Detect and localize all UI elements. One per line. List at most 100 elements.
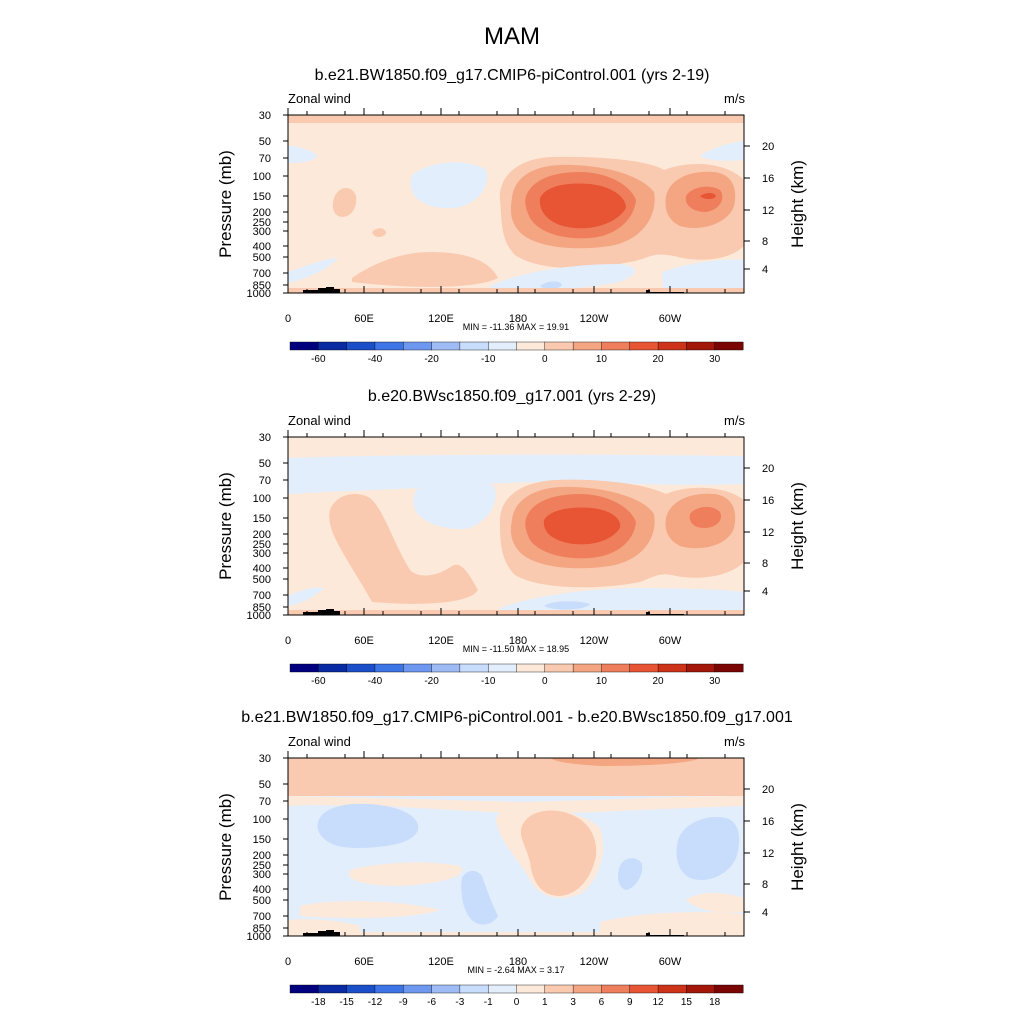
colorbar-label: 30 <box>709 354 721 365</box>
y-tick-label: 30 <box>259 110 271 122</box>
colorbar-label: -20 <box>424 354 439 365</box>
x-tick-label: 0 <box>285 313 291 325</box>
colorbar-swatch <box>289 984 319 994</box>
colorbar-swatch <box>431 984 461 994</box>
colorbar-swatch <box>516 663 546 673</box>
panel-1-jet-east-level-4 <box>700 193 716 199</box>
panel-3-title: b.e21.BW1850.f09_g17.CMIP6-piControl.001… <box>241 709 793 726</box>
colorbar-label: 6 <box>599 997 605 1008</box>
y-tick-label: 300 <box>253 869 271 881</box>
x-tick-label: 0 <box>285 956 291 968</box>
height-tick-label: 8 <box>762 879 768 891</box>
colorbar-swatch <box>374 663 404 673</box>
panel-2-height-ticks: 20 16 12 8 4 <box>744 463 774 598</box>
colorbar-swatch <box>318 663 348 673</box>
panel-3-positive-near-surface <box>300 901 440 918</box>
colorbar-label: 10 <box>596 354 608 365</box>
colorbar-swatch <box>544 663 574 673</box>
y-tick-label: 50 <box>259 779 271 791</box>
panel-1-title: b.e21.BW1850.f09_g17.CMIP6-piControl.001… <box>315 67 710 84</box>
colorbar-swatch <box>374 341 404 351</box>
y-tick-label: 100 <box>253 493 271 505</box>
panel-2-jet-east-level-3 <box>689 506 722 528</box>
panel-3-left-label: Zonal wind <box>288 734 351 749</box>
panel-1-units-label: m/s <box>724 91 745 106</box>
figure-title: MAM <box>484 23 540 50</box>
panel-1-x-ticks: 0 60E 120E 180 120W 60W <box>285 108 726 325</box>
colorbar-swatch <box>459 663 489 673</box>
height-tick-label: 20 <box>762 463 774 475</box>
panel-1: b.e21.BW1850.f09_g17.CMIP6-piControl.001… <box>216 67 807 365</box>
y-tick-label: 250 <box>253 860 271 872</box>
panel-1-height-ticks: 20 16 12 8 4 <box>744 141 774 276</box>
panel-2-contour-field <box>288 437 744 615</box>
colorbar-swatch <box>686 984 716 994</box>
colorbar-label: -20 <box>424 676 439 687</box>
panel-1-jet-east-level-3 <box>685 186 723 212</box>
colorbar-swatch <box>459 341 489 351</box>
panel-2-easterly-band <box>288 454 744 494</box>
colorbar-swatch <box>657 663 687 673</box>
colorbar-swatch <box>487 341 517 351</box>
panel-3-strat-darker <box>550 758 700 766</box>
panel-2-easterly-100mb <box>413 482 496 530</box>
colorbar-label: -10 <box>481 354 496 365</box>
panel-2-left-label: Zonal wind <box>288 413 351 428</box>
y-tick-label: 70 <box>259 153 271 165</box>
colorbar-label: -6 <box>427 997 436 1008</box>
panel-3-ylabel: Pressure (mb) <box>216 793 235 901</box>
panel-1-left-label: Zonal wind <box>288 91 351 106</box>
colorbar-label: 9 <box>627 997 633 1008</box>
y-tick-label: 850 <box>253 602 271 614</box>
colorbar-swatch <box>544 341 574 351</box>
panel-1-strat-band <box>288 115 744 123</box>
panel-2-ylabel: Pressure (mb) <box>216 472 235 580</box>
panel-2-ylabel-right: Height (km) <box>788 482 807 570</box>
panel-1-easterly-700mb-0 <box>288 258 338 283</box>
colorbar-swatch <box>714 663 744 673</box>
panel-3-positive-lower-troposphere <box>349 862 462 886</box>
panel-3-positive-170w-core <box>520 810 597 896</box>
height-tick-label: 8 <box>762 236 768 248</box>
y-tick-label: 300 <box>253 548 271 560</box>
panel-1-easterly-50mb-west <box>288 146 318 163</box>
colorbar-swatch <box>346 663 376 673</box>
y-tick-label: 400 <box>253 884 271 896</box>
y-tick-label: 500 <box>253 252 271 264</box>
panel-1-westerly-blob-0 <box>332 187 357 217</box>
panel-1-easterly-700mb-2 <box>660 259 744 293</box>
y-tick-label: 850 <box>253 280 271 292</box>
panel-3-frame <box>287 757 745 937</box>
colorbar-swatch <box>346 984 376 994</box>
colorbar-swatch <box>459 984 489 994</box>
colorbar-swatch <box>516 984 546 994</box>
colorbar-swatch <box>487 984 517 994</box>
panel-3-negative-130e <box>461 870 498 925</box>
colorbar-label: 20 <box>653 676 665 687</box>
colorbar-swatch <box>601 341 631 351</box>
y-tick-label: 200 <box>253 850 271 862</box>
panel-3-negative-40w <box>676 816 740 880</box>
height-tick-label: 4 <box>762 907 768 919</box>
panel-2-min-max: MIN = -11.50 MAX = 18.95 <box>463 644 569 654</box>
panel-1-low-westerly <box>352 252 498 287</box>
panel-3-height-ticks: 20 16 12 8 4 <box>744 784 774 919</box>
colorbar-label: -1 <box>484 997 493 1008</box>
y-tick-label: 30 <box>259 432 271 444</box>
y-tick-label: 50 <box>259 458 271 470</box>
colorbar-swatch <box>657 341 687 351</box>
x-tick-label: 180 <box>509 313 527 325</box>
colorbar-label: 0 <box>514 997 520 1008</box>
colorbar-swatch <box>346 341 376 351</box>
colorbar-swatch <box>403 341 433 351</box>
y-tick-label: 1000 <box>247 610 271 622</box>
colorbar-label: -9 <box>399 997 408 1008</box>
colorbar-label: 1 <box>542 997 548 1008</box>
panel-2-easterly-core <box>544 601 590 610</box>
colorbar-label: -18 <box>311 997 326 1008</box>
x-tick-label: 120E <box>428 313 454 325</box>
panel-2-x-ticks: 0 60E 120E 180 120W 60W <box>285 430 726 647</box>
y-tick-label: 700 <box>253 911 271 923</box>
colorbar-swatch <box>318 341 348 351</box>
